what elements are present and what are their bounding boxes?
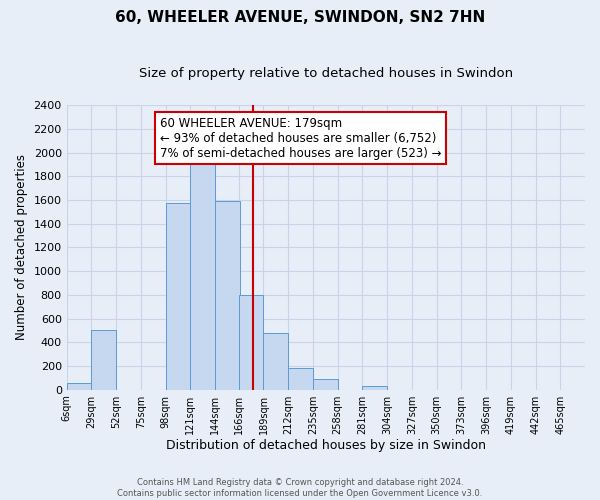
Bar [263,333,288,390]
Y-axis label: Number of detached properties: Number of detached properties [15,154,28,340]
Text: Contains HM Land Registry data © Crown copyright and database right 2024.
Contai: Contains HM Land Registry data © Crown c… [118,478,482,498]
Bar [67,383,91,390]
Bar [91,330,116,390]
X-axis label: Distribution of detached houses by size in Swindon: Distribution of detached houses by size … [166,440,486,452]
Bar [288,368,313,390]
Bar [166,203,190,390]
Bar [362,386,387,390]
Bar [239,295,263,390]
Bar [313,379,338,390]
Text: 60 WHEELER AVENUE: 179sqm
← 93% of detached houses are smaller (6,752)
7% of sem: 60 WHEELER AVENUE: 179sqm ← 93% of detac… [160,116,442,160]
Title: Size of property relative to detached houses in Swindon: Size of property relative to detached ho… [139,68,513,80]
Text: 60, WHEELER AVENUE, SWINDON, SN2 7HN: 60, WHEELER AVENUE, SWINDON, SN2 7HN [115,10,485,25]
Bar [190,158,215,390]
Bar [215,202,240,390]
